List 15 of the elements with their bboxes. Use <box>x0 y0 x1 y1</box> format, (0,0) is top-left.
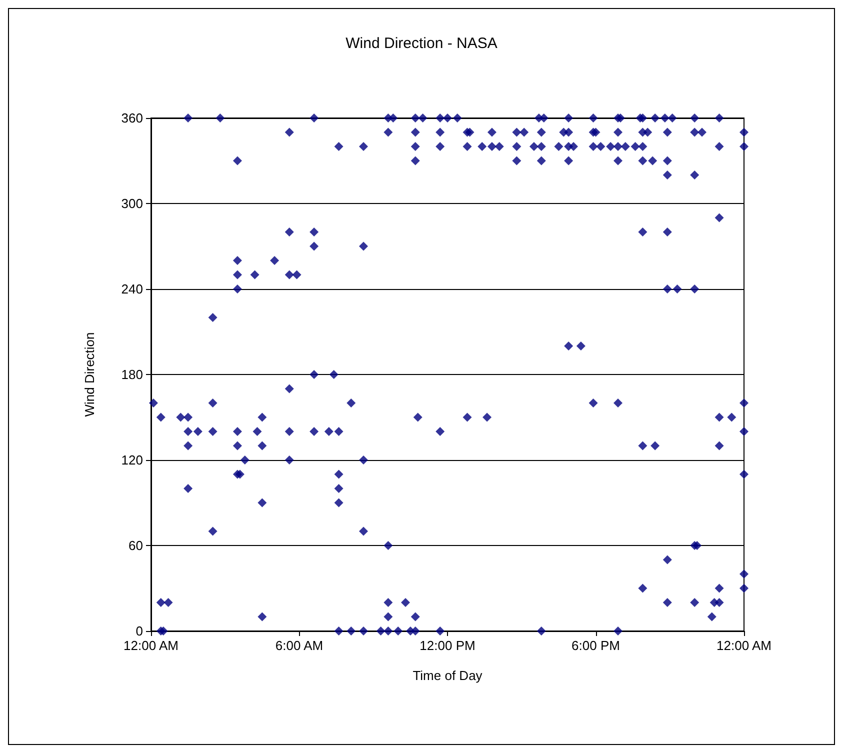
y-tick-label: 120 <box>121 452 143 468</box>
chart-title: Wind Direction - NASA <box>346 35 498 52</box>
x-tick-label: 12:00 AM <box>124 638 178 653</box>
y-axis-title: Wind Direction <box>82 332 97 417</box>
y-tick-label: 60 <box>128 538 143 553</box>
x-tick-label: 6:00 AM <box>275 638 324 653</box>
y-tick-label: 300 <box>121 196 143 211</box>
x-tick-label: 12:00 AM <box>716 638 772 653</box>
x-tick-label: 12:00 PM <box>420 638 476 653</box>
x-tick-label: 6:00 PM <box>572 638 620 653</box>
x-axis-title: Time of Day <box>412 668 483 683</box>
y-tick-label: 240 <box>121 282 143 296</box>
y-tick-label: 360 <box>121 110 143 126</box>
y-tick-label: 0 <box>136 624 143 638</box>
y-tick-label: 180 <box>121 367 143 382</box>
